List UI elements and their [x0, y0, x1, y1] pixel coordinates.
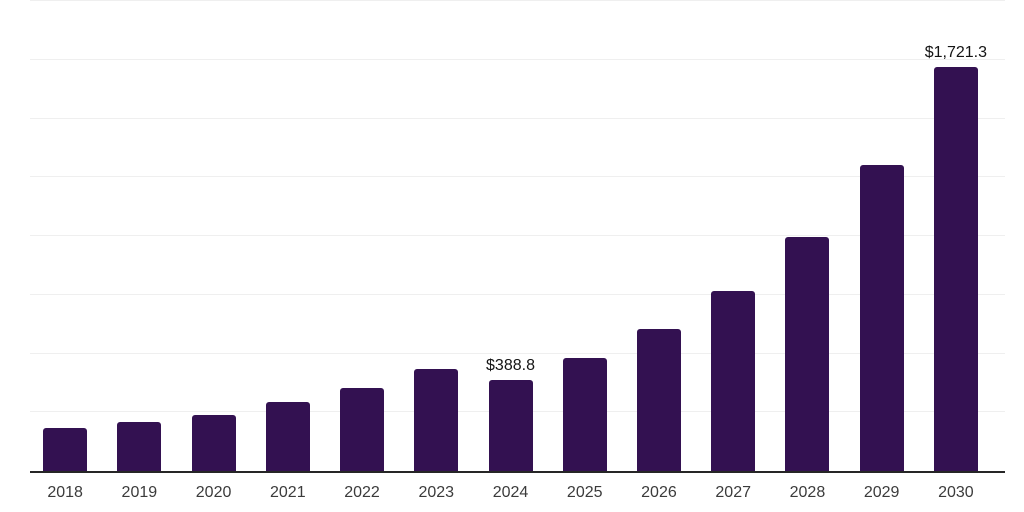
x-axis-label-2018: 2018	[47, 484, 83, 501]
x-axis-label-2025: 2025	[566, 484, 603, 501]
x-axis-label-2022: 2022	[344, 484, 380, 501]
x-axis-label-2023: 2023	[418, 484, 455, 501]
x-axis-label-2028: 2028	[789, 484, 826, 501]
gridline-2000	[30, 0, 1005, 1]
data-label-2024: $388.8	[486, 356, 535, 374]
x-axis-label-2021: 2021	[270, 484, 306, 501]
x-axis-label-2019: 2019	[121, 484, 158, 501]
gridline-1000	[30, 235, 1005, 236]
bar-2020	[191, 414, 236, 471]
bar-2023	[414, 369, 459, 471]
bar-2025	[562, 358, 607, 471]
x-axis-labels: 2018 2019 2020 2021 2022 2023 2024 2025 2026 2027…	[28, 484, 993, 506]
bar-2028	[785, 237, 830, 471]
bar-2027	[711, 291, 756, 471]
bar-2029	[859, 165, 904, 471]
bar-2026	[636, 329, 681, 471]
x-axis-line	[30, 471, 1005, 473]
bar-2018	[43, 427, 88, 471]
bars-layer: $388.8 $1,721.3	[28, 1, 993, 471]
x-axis-label-2027: 2027	[715, 484, 751, 501]
x-axis-label-2020: 2020	[195, 484, 232, 501]
x-axis-label-2024: 2024	[492, 484, 529, 501]
gridline-1250	[30, 176, 1005, 178]
x-axis-label-2026: 2026	[641, 484, 677, 501]
x-axis-label-2029: 2029	[863, 484, 900, 501]
gridline-1750	[30, 58, 1005, 60]
bar-2021	[265, 401, 310, 471]
gridline-1500	[30, 117, 1005, 119]
bar-2022	[340, 387, 385, 471]
x-axis-label-2030: 2030	[938, 484, 974, 501]
gridline-750	[30, 293, 1005, 295]
gridline-500	[30, 352, 1005, 354]
bar-2030	[933, 66, 978, 471]
bar-2019	[117, 421, 162, 471]
data-label-2030: $1,721.3	[924, 43, 988, 61]
bar-2024	[488, 379, 533, 471]
